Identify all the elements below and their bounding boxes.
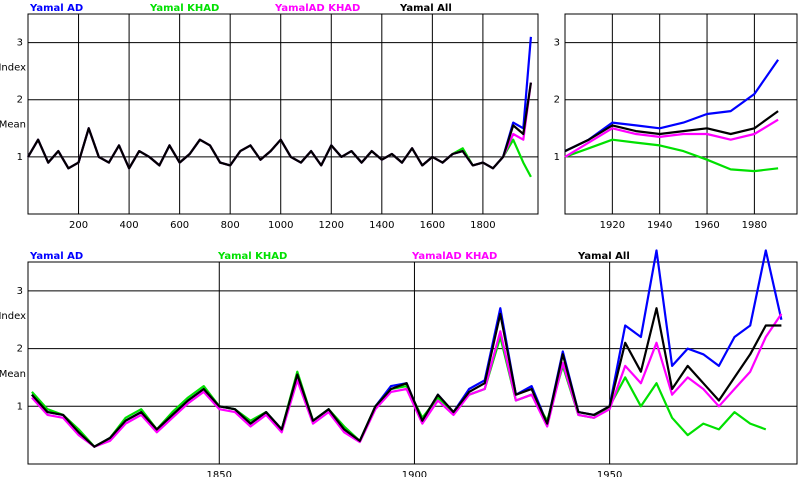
y-tick-label: 3 bbox=[554, 38, 560, 49]
series-line bbox=[564, 138, 779, 173]
x-tick-label: 1800 bbox=[470, 220, 495, 231]
plot-frame bbox=[564, 13, 798, 215]
y-tick-label: 1 bbox=[17, 152, 23, 163]
x-tick-label: 200 bbox=[69, 220, 88, 231]
series-line bbox=[31, 307, 782, 448]
y-axis-label: Index bbox=[0, 311, 26, 322]
y-axis-label: Index bbox=[0, 63, 26, 74]
legend-label: Yamal All bbox=[577, 251, 630, 262]
x-tick-label: 1200 bbox=[319, 220, 344, 231]
x-tick-label: 1000 bbox=[268, 220, 293, 231]
x-tick-label: 1960 bbox=[694, 220, 719, 231]
x-tick-label: 600 bbox=[170, 220, 189, 231]
series-line bbox=[564, 118, 779, 158]
y-tick-label: 1 bbox=[554, 152, 560, 163]
series-line bbox=[564, 110, 779, 153]
y-tick-label: 2 bbox=[17, 95, 23, 106]
x-tick-label: 400 bbox=[120, 220, 139, 231]
y-tick-label: 1 bbox=[17, 401, 23, 412]
y-tick-label: 2 bbox=[554, 95, 560, 106]
y-axis-label: Mean bbox=[0, 369, 26, 380]
plot-frame bbox=[27, 261, 798, 465]
legend-label: Yamal KHAD bbox=[149, 3, 219, 14]
x-tick-label: 1850 bbox=[207, 470, 232, 477]
legend-label: Yamal AD bbox=[29, 251, 83, 262]
series-line bbox=[564, 59, 780, 153]
legend-label: Yamal AD bbox=[29, 3, 83, 14]
series-line bbox=[31, 313, 783, 448]
legend-label: Yamal KHAD bbox=[217, 251, 287, 262]
series-line bbox=[27, 36, 532, 170]
x-tick-label: 800 bbox=[221, 220, 240, 231]
plot-frame bbox=[27, 13, 539, 215]
x-tick-label: 1950 bbox=[597, 470, 622, 477]
legend-label: YamalAD KHAD bbox=[411, 251, 497, 262]
x-tick-label: 1900 bbox=[402, 470, 427, 477]
y-tick-label: 2 bbox=[17, 344, 23, 355]
x-tick-label: 1600 bbox=[420, 220, 445, 231]
legend-label: YamalAD KHAD bbox=[274, 3, 360, 14]
series-line bbox=[31, 335, 767, 448]
x-tick-label: 1400 bbox=[369, 220, 394, 231]
y-axis-label: Mean bbox=[0, 120, 26, 131]
x-tick-label: 1920 bbox=[600, 220, 625, 231]
series-line bbox=[27, 82, 532, 170]
y-tick-label: 3 bbox=[17, 286, 23, 297]
series-line bbox=[27, 82, 532, 170]
y-tick-label: 3 bbox=[17, 38, 23, 49]
x-tick-label: 1980 bbox=[742, 220, 767, 231]
legend-label: Yamal All bbox=[399, 3, 452, 14]
x-tick-label: 1940 bbox=[647, 220, 672, 231]
